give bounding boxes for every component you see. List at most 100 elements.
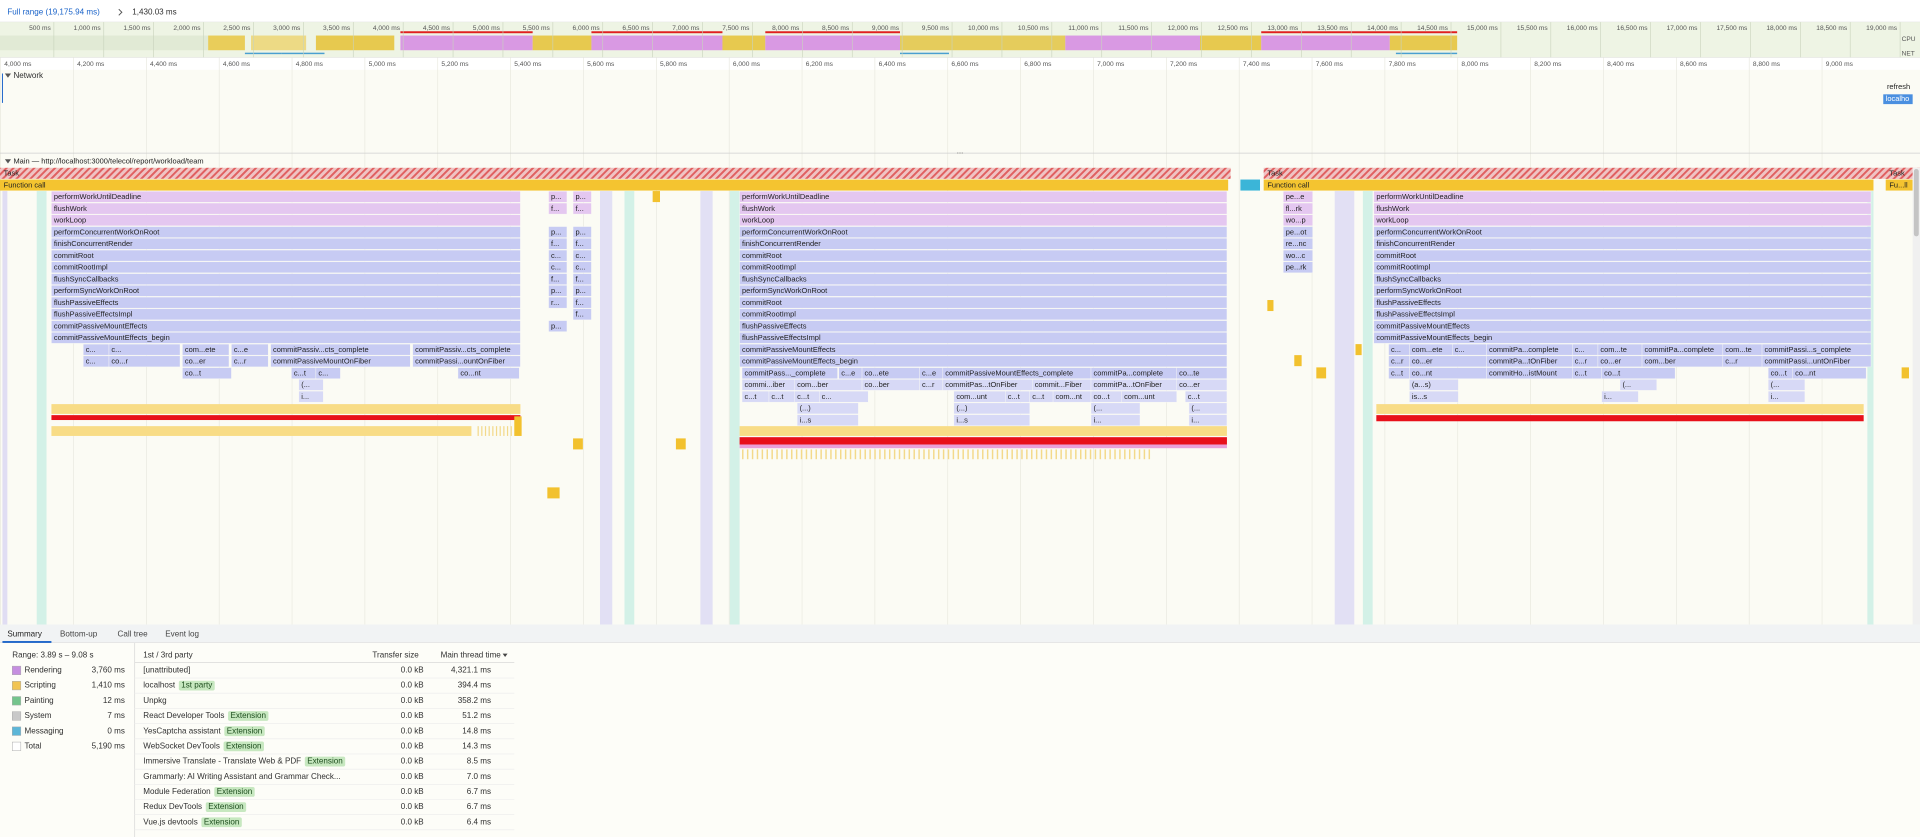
call-frame[interactable] (182, 343, 230, 356)
call-frame[interactable] (953, 414, 1030, 426)
function-call-bar[interactable] (1885, 179, 1913, 191)
scrollbar-thumb[interactable] (1913, 169, 1919, 237)
call-frame[interactable] (1090, 402, 1141, 415)
call-frame[interactable] (739, 202, 1228, 215)
event-bar[interactable] (739, 444, 1227, 449)
tab[interactable]: Summary (7, 629, 43, 638)
call-frame[interactable] (739, 191, 1228, 203)
call-frame[interactable] (739, 226, 1228, 238)
call-frame[interactable] (572, 261, 592, 274)
call-frame[interactable] (315, 367, 341, 379)
table-cell[interactable]: Module Federation (143, 787, 210, 796)
call-frame[interactable] (51, 226, 521, 238)
breadcrumb-selection[interactable]: 1,430.03 ms (132, 7, 176, 16)
call-frame[interactable] (739, 273, 1228, 285)
call-frame[interactable] (298, 390, 324, 403)
call-frame[interactable] (572, 191, 592, 203)
event-bar[interactable] (51, 415, 521, 421)
network-title[interactable]: Network (13, 71, 44, 80)
call-frame[interactable] (739, 296, 1228, 309)
call-frame[interactable] (51, 249, 521, 262)
function-call-bar[interactable] (0, 179, 1229, 191)
network-request[interactable]: refresh (1887, 82, 1910, 91)
call-frame[interactable] (51, 332, 521, 344)
table-cell[interactable]: Unpkg (143, 696, 166, 705)
call-frame[interactable] (548, 191, 568, 203)
task-bar[interactable] (1263, 167, 1920, 179)
call-frame[interactable] (51, 285, 521, 297)
event-bar[interactable] (675, 438, 686, 450)
call-frame[interactable] (572, 202, 592, 215)
call-frame[interactable] (796, 402, 859, 415)
call-frame[interactable] (548, 226, 568, 238)
event-bar[interactable] (1901, 367, 1909, 379)
table-cell[interactable]: Vue.js devtools (143, 817, 197, 826)
call-frame[interactable] (1283, 214, 1313, 227)
call-frame[interactable] (548, 261, 568, 274)
call-frame[interactable] (1761, 355, 1872, 368)
call-frame[interactable] (739, 261, 1228, 274)
call-frame[interactable] (1176, 379, 1228, 391)
function-call-bar[interactable] (1263, 179, 1874, 191)
event-bar[interactable] (1316, 367, 1327, 379)
call-frame[interactable] (548, 238, 568, 250)
table-cell[interactable]: [unattributed] (143, 666, 190, 675)
call-frame[interactable] (1373, 226, 1872, 238)
call-frame[interactable] (1767, 390, 1806, 403)
call-frame[interactable] (1185, 390, 1228, 403)
call-frame[interactable] (1373, 214, 1872, 227)
call-frame[interactable] (182, 355, 230, 368)
call-frame[interactable] (739, 238, 1228, 250)
call-frame[interactable] (572, 238, 592, 250)
event-bar[interactable] (1294, 355, 1302, 367)
table-cell[interactable]: WebSocket DevTools (143, 741, 220, 750)
call-frame[interactable] (231, 343, 269, 356)
call-frame[interactable] (1283, 238, 1313, 250)
call-frame[interactable] (412, 343, 521, 356)
call-frame[interactable] (298, 379, 324, 391)
resize-handle[interactable]: ⋯ (957, 150, 964, 157)
call-frame[interactable] (572, 226, 592, 238)
call-frame[interactable] (1409, 379, 1459, 391)
call-frame[interactable] (1090, 414, 1141, 426)
event-bar[interactable] (547, 487, 560, 499)
task-bar[interactable] (1885, 167, 1913, 179)
call-frame[interactable] (1601, 367, 1676, 379)
call-frame[interactable] (1283, 202, 1313, 215)
event-bar[interactable] (1355, 344, 1362, 356)
call-frame[interactable] (457, 367, 520, 379)
call-frame[interactable] (1761, 343, 1872, 356)
call-frame[interactable] (231, 355, 269, 368)
call-frame[interactable] (1373, 202, 1872, 215)
event-bar[interactable] (51, 426, 472, 436)
call-frame[interactable] (548, 249, 568, 262)
call-frame[interactable] (1409, 390, 1459, 403)
event-bar[interactable] (1267, 300, 1274, 312)
call-frame[interactable] (1619, 379, 1657, 391)
network-toggle[interactable] (4, 73, 12, 78)
event-bar[interactable] (739, 426, 1227, 436)
event-bar[interactable] (51, 404, 521, 414)
breadcrumb-full[interactable]: Full range (19,175.94 ms) (7, 7, 100, 16)
call-frame[interactable] (1373, 308, 1872, 321)
tab[interactable]: Event log (165, 629, 199, 638)
call-frame[interactable] (270, 343, 411, 356)
event-bar[interactable] (739, 437, 1227, 445)
event-bar[interactable] (1376, 404, 1864, 414)
call-frame[interactable] (1121, 390, 1177, 403)
table-cell[interactable]: Immersive Translate - Translate Web & PD… (143, 757, 301, 766)
call-frame[interactable] (51, 191, 521, 203)
call-frame[interactable] (1373, 273, 1872, 285)
call-frame[interactable] (572, 285, 592, 297)
call-frame[interactable] (1283, 191, 1313, 203)
call-frame[interactable] (1373, 320, 1872, 332)
call-frame[interactable] (572, 308, 592, 321)
tab[interactable]: Call tree (118, 629, 149, 638)
table-header[interactable]: Main thread time (441, 650, 502, 659)
call-frame[interactable] (1373, 249, 1872, 262)
call-frame[interactable] (739, 332, 1228, 344)
function-call-bar[interactable] (1240, 179, 1260, 191)
network-request-bar[interactable] (1883, 94, 1913, 105)
call-frame[interactable] (1176, 367, 1228, 379)
call-frame[interactable] (51, 273, 521, 285)
